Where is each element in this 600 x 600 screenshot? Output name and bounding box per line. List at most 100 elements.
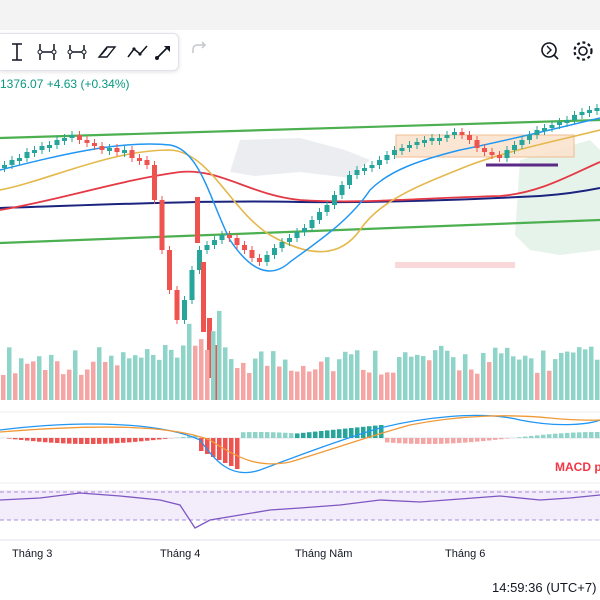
settings-gear-icon[interactable] bbox=[568, 36, 598, 66]
volume-bar bbox=[391, 372, 396, 400]
candle bbox=[9, 160, 15, 165]
macd-histogram-bar bbox=[517, 437, 522, 438]
volume-bar bbox=[367, 372, 372, 400]
macd-histogram-bar bbox=[547, 434, 552, 438]
volume-bar bbox=[361, 369, 366, 400]
volume-bar bbox=[541, 350, 546, 400]
volume-bar bbox=[349, 354, 354, 400]
volume-bar bbox=[337, 359, 342, 400]
volume-bar bbox=[343, 351, 348, 400]
candle bbox=[504, 150, 510, 158]
macd-histogram-bar bbox=[481, 438, 486, 442]
volume-bar bbox=[559, 352, 564, 400]
volume-bar bbox=[487, 362, 492, 400]
volume-bar bbox=[229, 359, 234, 400]
volume-bar bbox=[511, 356, 516, 400]
browser-top-strip bbox=[0, 0, 600, 30]
macd-histogram-bar bbox=[379, 425, 384, 438]
volume-bar bbox=[355, 350, 360, 400]
volume-bar bbox=[85, 369, 90, 400]
macd-histogram-bar bbox=[415, 438, 420, 444]
macd-histogram-bar bbox=[277, 432, 282, 438]
macd-histogram-bar bbox=[523, 436, 528, 438]
volume-bar bbox=[373, 350, 378, 400]
volume-bar bbox=[499, 353, 504, 400]
volume-bar bbox=[25, 363, 30, 400]
macd-histogram-bar bbox=[409, 438, 414, 444]
horizontal-ray-icon[interactable] bbox=[62, 37, 92, 67]
macd-histogram-bar bbox=[247, 432, 252, 438]
volume-bar bbox=[37, 356, 42, 400]
volume-bar bbox=[49, 354, 54, 400]
volume-bar bbox=[187, 323, 192, 400]
macd-histogram-bar bbox=[139, 438, 144, 442]
candle bbox=[99, 146, 105, 150]
macd-histogram-bar bbox=[43, 438, 48, 443]
volume-bar bbox=[223, 347, 228, 400]
macd-histogram-bar bbox=[25, 438, 30, 441]
candle bbox=[197, 250, 202, 270]
brush-pattern-icon[interactable] bbox=[92, 37, 122, 67]
candle bbox=[69, 135, 75, 138]
macd-histogram-bar bbox=[223, 438, 228, 463]
macd-histogram-bar bbox=[37, 438, 42, 442]
path-icon[interactable] bbox=[122, 37, 152, 67]
text-cursor-icon[interactable] bbox=[2, 37, 32, 67]
zoom-refresh-icon[interactable] bbox=[534, 36, 564, 66]
candle bbox=[392, 150, 397, 155]
macd-histogram-bar bbox=[403, 438, 408, 444]
macd-histogram-bar bbox=[97, 438, 102, 444]
rsi-line bbox=[0, 492, 600, 529]
candle bbox=[144, 160, 150, 165]
chart-canvas[interactable]: MACD p Tháng 3 Tháng 4 Tháng Năm Tháng 6 bbox=[0, 70, 600, 580]
redo-arrow-icon[interactable] bbox=[186, 36, 212, 62]
volume-bar bbox=[397, 357, 402, 400]
volume-bar bbox=[523, 355, 528, 400]
channel-top-line bbox=[0, 118, 600, 140]
volume-bar bbox=[325, 357, 330, 400]
volume-bar bbox=[139, 357, 144, 400]
macd-histogram-bar bbox=[451, 438, 456, 444]
macd-histogram-bar bbox=[427, 438, 432, 444]
candle bbox=[77, 135, 82, 140]
chart-clock: 14:59:36 (UTC+7) bbox=[492, 580, 597, 595]
candle bbox=[207, 318, 212, 378]
rsi-band bbox=[0, 490, 600, 520]
macd-histogram-bar bbox=[115, 438, 120, 444]
macd-histogram-bar bbox=[475, 438, 480, 442]
volume-bar bbox=[193, 345, 198, 400]
trend-line-tool-icon[interactable] bbox=[32, 37, 62, 67]
candle bbox=[332, 195, 337, 205]
macd-histogram-bar bbox=[541, 434, 546, 438]
volume-bar bbox=[583, 349, 588, 400]
macd-histogram-bar bbox=[343, 428, 348, 438]
ma-slow-red bbox=[0, 161, 600, 211]
candle bbox=[579, 112, 585, 115]
macd-histogram-bar bbox=[373, 425, 378, 438]
candle bbox=[114, 148, 120, 152]
volume-bar bbox=[199, 339, 204, 400]
volume-bar bbox=[133, 355, 138, 400]
macd-histogram-bar bbox=[187, 436, 192, 438]
candle bbox=[557, 122, 562, 125]
volume-bar bbox=[97, 347, 102, 400]
macd-histogram-bar bbox=[61, 438, 66, 444]
candle bbox=[354, 170, 360, 175]
candle bbox=[497, 155, 502, 158]
volume-group bbox=[1, 310, 600, 400]
macd-histogram-bar bbox=[103, 438, 108, 444]
candle bbox=[212, 240, 217, 245]
arrow-pencil-icon[interactable] bbox=[148, 37, 178, 67]
macd-histogram-bar bbox=[289, 433, 294, 438]
candle bbox=[201, 262, 206, 332]
macd-histogram-bar bbox=[295, 433, 300, 438]
macd-histogram-bar bbox=[463, 438, 468, 443]
macd-histogram-bar bbox=[355, 427, 360, 438]
macd-histogram-bar bbox=[259, 432, 264, 438]
candle bbox=[324, 205, 330, 212]
macd-histogram-bar bbox=[205, 438, 210, 454]
volume-bar bbox=[253, 358, 258, 400]
volume-bar bbox=[241, 362, 246, 400]
macd-histogram-bar bbox=[7, 438, 12, 439]
candle bbox=[219, 235, 225, 240]
